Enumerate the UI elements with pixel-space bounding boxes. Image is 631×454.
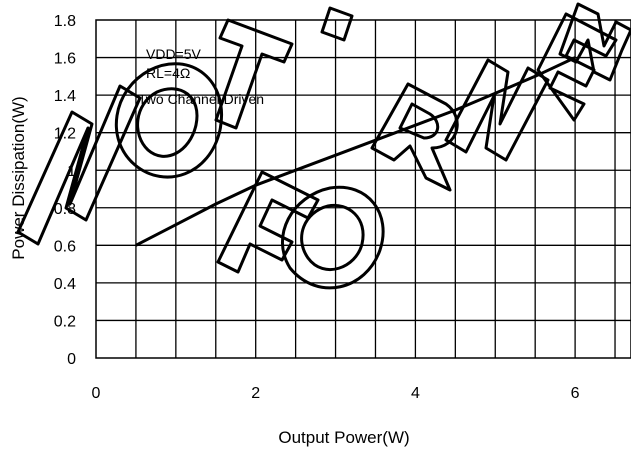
y-tick-label: 0.2 <box>54 313 76 330</box>
watermark-letter-i <box>320 6 354 42</box>
watermark-letter-n2 <box>444 58 550 162</box>
y-axis-ticks: 00.20.40.60.811.21.41.61.8 <box>54 13 76 368</box>
y-tick-label: 1.4 <box>54 88 76 105</box>
series-layer <box>135 56 576 247</box>
watermark-letter-e <box>536 12 618 122</box>
annotation-vdd: VDD=5V <box>146 46 202 62</box>
watermark-letter-f <box>216 170 320 274</box>
series-line <box>135 56 576 247</box>
x-tick-label: 4 <box>411 385 420 402</box>
watermark-letter-o <box>114 62 223 179</box>
y-tick-label: 1.8 <box>54 13 76 30</box>
annotation-rl: RL=4Ω <box>146 65 190 81</box>
x-tick-label: 6 <box>571 385 580 402</box>
watermark-letter-t <box>214 18 294 130</box>
x-tick-label: 0 <box>92 385 101 402</box>
y-tick-label: 0.6 <box>54 238 76 255</box>
x-axis-ticks: 0 2 4 6 <box>92 385 580 402</box>
y-tick-label: 1.6 <box>54 51 76 68</box>
plot-frame <box>95 19 631 359</box>
watermark-letter-n <box>16 84 142 246</box>
y-tick-label: 1 <box>67 163 76 180</box>
watermark-letter-o2 <box>280 185 385 290</box>
condition-annotations: VDD=5V RL=4Ω Two Channel Driven <box>138 46 264 107</box>
watermark-letter-r <box>370 82 459 192</box>
y-tick-label: 0 <box>67 351 76 368</box>
watermark <box>16 2 631 290</box>
watermark-letter-w <box>558 2 631 82</box>
y-tick-label: 0.4 <box>54 276 76 293</box>
annotation-channel: Two Channel Driven <box>138 91 264 107</box>
x-tick-label: 2 <box>251 385 260 402</box>
x-axis-title: Output Power(W) <box>278 428 409 447</box>
